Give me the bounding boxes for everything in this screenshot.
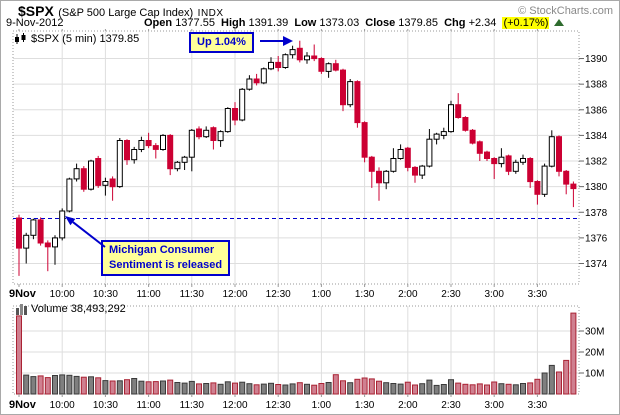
svg-text:12:00: 12:00 xyxy=(222,400,247,411)
svg-text:12:30: 12:30 xyxy=(266,289,291,300)
volume-legend: Volume 38,493,292 xyxy=(16,303,126,315)
svg-text:11:30: 11:30 xyxy=(180,289,205,300)
volume-axis-ticks xyxy=(18,330,584,397)
price-axis-ticks xyxy=(18,29,584,287)
price-chart: 1374 1376 1378 1380 1382 1384 1386 1388 1390 9Nov… xyxy=(9,29,608,300)
price-legend-text: $SPX (5 min) 1379.85 xyxy=(31,33,140,45)
svg-text:9Nov: 9Nov xyxy=(9,399,37,411)
low-label: Low xyxy=(294,17,317,29)
quote-bar: Open 1377.55 High 1391.39 Low 1373.03 Cl… xyxy=(144,17,567,29)
svg-text:1378: 1378 xyxy=(585,208,608,219)
high-label: High xyxy=(221,17,246,29)
volume-icon xyxy=(16,304,27,315)
open-label: Open xyxy=(144,17,173,29)
svg-text:11:00: 11:00 xyxy=(136,400,161,411)
candles xyxy=(16,40,577,276)
svg-text:1386: 1386 xyxy=(585,105,608,116)
chart-type-icon xyxy=(15,33,26,44)
annotation-michigan-line2: Sentiment is released xyxy=(109,259,223,271)
svg-text:1:00: 1:00 xyxy=(312,400,332,411)
svg-text:1384: 1384 xyxy=(585,131,608,142)
svg-text:1:00: 1:00 xyxy=(312,289,332,300)
svg-text:1:30: 1:30 xyxy=(355,289,375,300)
svg-text:3:00: 3:00 xyxy=(484,400,504,411)
annotation-michigan-arrow-icon xyxy=(65,216,106,248)
svg-text:12:00: 12:00 xyxy=(222,289,247,300)
volume-plot-border xyxy=(12,305,580,395)
svg-text:2:00: 2:00 xyxy=(398,400,418,411)
price-legend: $SPX (5 min) 1379.85 xyxy=(14,33,139,45)
svg-text:30M: 30M xyxy=(585,327,604,338)
price-axis-labels: 1374 1376 1378 1380 1382 1384 1386 1388 1390 9Nov… xyxy=(9,54,608,300)
svg-text:1382: 1382 xyxy=(585,157,608,168)
annotation-up-pct: Up 1.04% xyxy=(189,32,254,53)
annotation-michigan: Michigan Consumer Sentiment is released xyxy=(101,240,231,276)
svg-text:3:30: 3:30 xyxy=(528,289,548,300)
up-triangle-icon xyxy=(554,19,565,26)
annotation-up-text: Up 1.04% xyxy=(197,36,246,48)
svg-text:1374: 1374 xyxy=(585,259,608,270)
svg-text:11:30: 11:30 xyxy=(180,400,205,411)
chart-title: $SPX (S&P 500 Large Cap Index) INDX xyxy=(18,3,224,19)
svg-text:10M: 10M xyxy=(585,369,604,380)
svg-text:10:30: 10:30 xyxy=(93,289,118,300)
annotation-up-arrow-icon xyxy=(260,36,293,46)
svg-text:2:00: 2:00 xyxy=(398,289,418,300)
svg-text:2:30: 2:30 xyxy=(441,400,461,411)
chg-value: +2.34 xyxy=(468,17,497,29)
svg-text:10:30: 10:30 xyxy=(93,400,118,411)
high-value: 1391.39 xyxy=(248,17,289,29)
svg-text:12:30: 12:30 xyxy=(266,400,291,411)
open-value: 1377.55 xyxy=(175,17,215,29)
svg-text:10:00: 10:00 xyxy=(50,400,75,411)
annotation-michigan-line1: Michigan Consumer xyxy=(109,244,215,256)
svg-text:1380: 1380 xyxy=(585,182,608,193)
svg-text:1388: 1388 xyxy=(585,80,608,91)
low-value: 1373.03 xyxy=(319,17,360,29)
chart-date: 9-Nov-2012 xyxy=(6,17,64,29)
svg-text:3:00: 3:00 xyxy=(484,289,504,300)
volume-chart: 10M 20M 30M 9Nov 10:00 10:30 11:00 11:30 12:00 12… xyxy=(9,305,604,412)
svg-text:3:30: 3:30 xyxy=(528,400,548,411)
copyright: © StockCharts.com xyxy=(518,5,613,17)
chg-pct-highlight: (+0.17%) xyxy=(502,17,550,29)
close-label: Close xyxy=(365,17,396,29)
svg-text:10:00: 10:00 xyxy=(50,289,75,300)
symbol-exchange: INDX xyxy=(197,8,224,19)
svg-text:9Nov: 9Nov xyxy=(9,288,37,300)
svg-text:11:00: 11:00 xyxy=(136,289,161,300)
volume-axis-labels: 10M 20M 30M 9Nov 10:00 10:30 11:00 11:30 12:00 12… xyxy=(9,327,604,412)
svg-text:1390: 1390 xyxy=(585,54,608,65)
symbol: $SPX xyxy=(18,3,54,19)
svg-text:1376: 1376 xyxy=(585,233,608,244)
chg-label: Chg xyxy=(444,17,466,29)
svg-text:20M: 20M xyxy=(585,348,604,359)
symbol-name: (S&P 500 Large Cap Index) xyxy=(58,7,194,19)
price-plot-border xyxy=(12,30,580,285)
svg-text:1:30: 1:30 xyxy=(355,400,375,411)
svg-text:2:30: 2:30 xyxy=(441,289,461,300)
close-value: 1379.85 xyxy=(398,17,439,29)
volume-legend-text: Volume 38,493,292 xyxy=(31,303,126,315)
volume-grid xyxy=(13,306,579,394)
volume-bars xyxy=(16,312,577,395)
